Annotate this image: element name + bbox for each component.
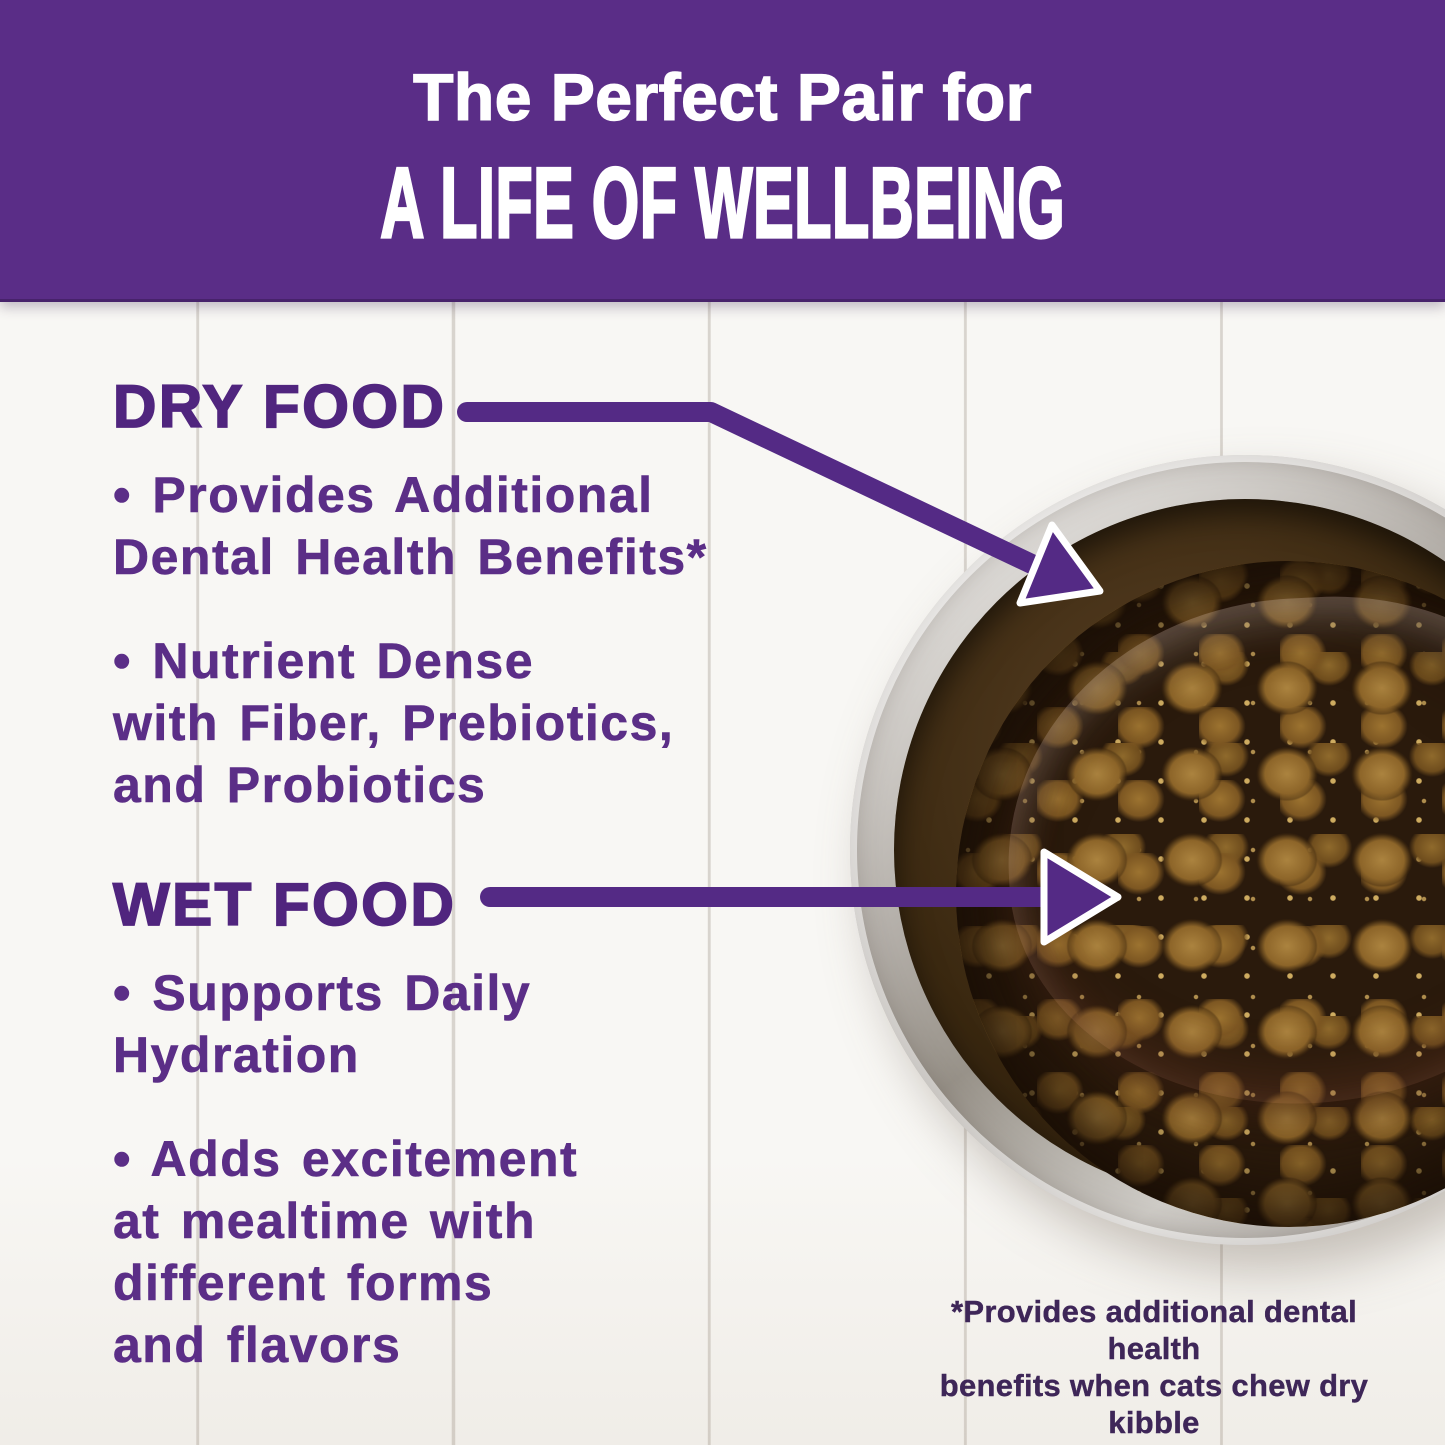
banner-subtitle: The Perfect Pair for bbox=[412, 60, 1032, 134]
dry-food-bullet-dental: • Provides Additional Dental Health Bene… bbox=[113, 467, 708, 586]
wet-food-bullet-excitement: • Adds excitement at mealtime with diffe… bbox=[113, 1131, 579, 1374]
food-bowl-photo bbox=[850, 455, 1445, 1245]
dry-food-bullet-nutrient: • Nutrient Dense with Fiber, Prebiotics,… bbox=[113, 633, 675, 814]
benefits-copy: DRY FOOD • Provides Additional Dental He… bbox=[112, 373, 773, 1376]
dry-food-section: DRY FOOD • Provides Additional Dental He… bbox=[112, 373, 773, 816]
wet-food-heading: WET FOOD bbox=[112, 871, 457, 939]
dental-benefits-footnote: *Provides additional dental health benef… bbox=[939, 1294, 1369, 1440]
header-banner: The Perfect Pair for A LIFE OF WELLBEING bbox=[0, 0, 1445, 302]
banner-title: A LIFE OF WELLBEING bbox=[379, 148, 1065, 259]
wet-food-section: WET FOOD • Supports Daily Hydration • Ad… bbox=[112, 871, 773, 1376]
wet-food-bullet-hydration: • Supports Daily Hydration bbox=[113, 965, 532, 1084]
dry-food-heading: DRY FOOD bbox=[112, 373, 447, 441]
bowl-interior-shadow bbox=[894, 499, 1445, 1227]
